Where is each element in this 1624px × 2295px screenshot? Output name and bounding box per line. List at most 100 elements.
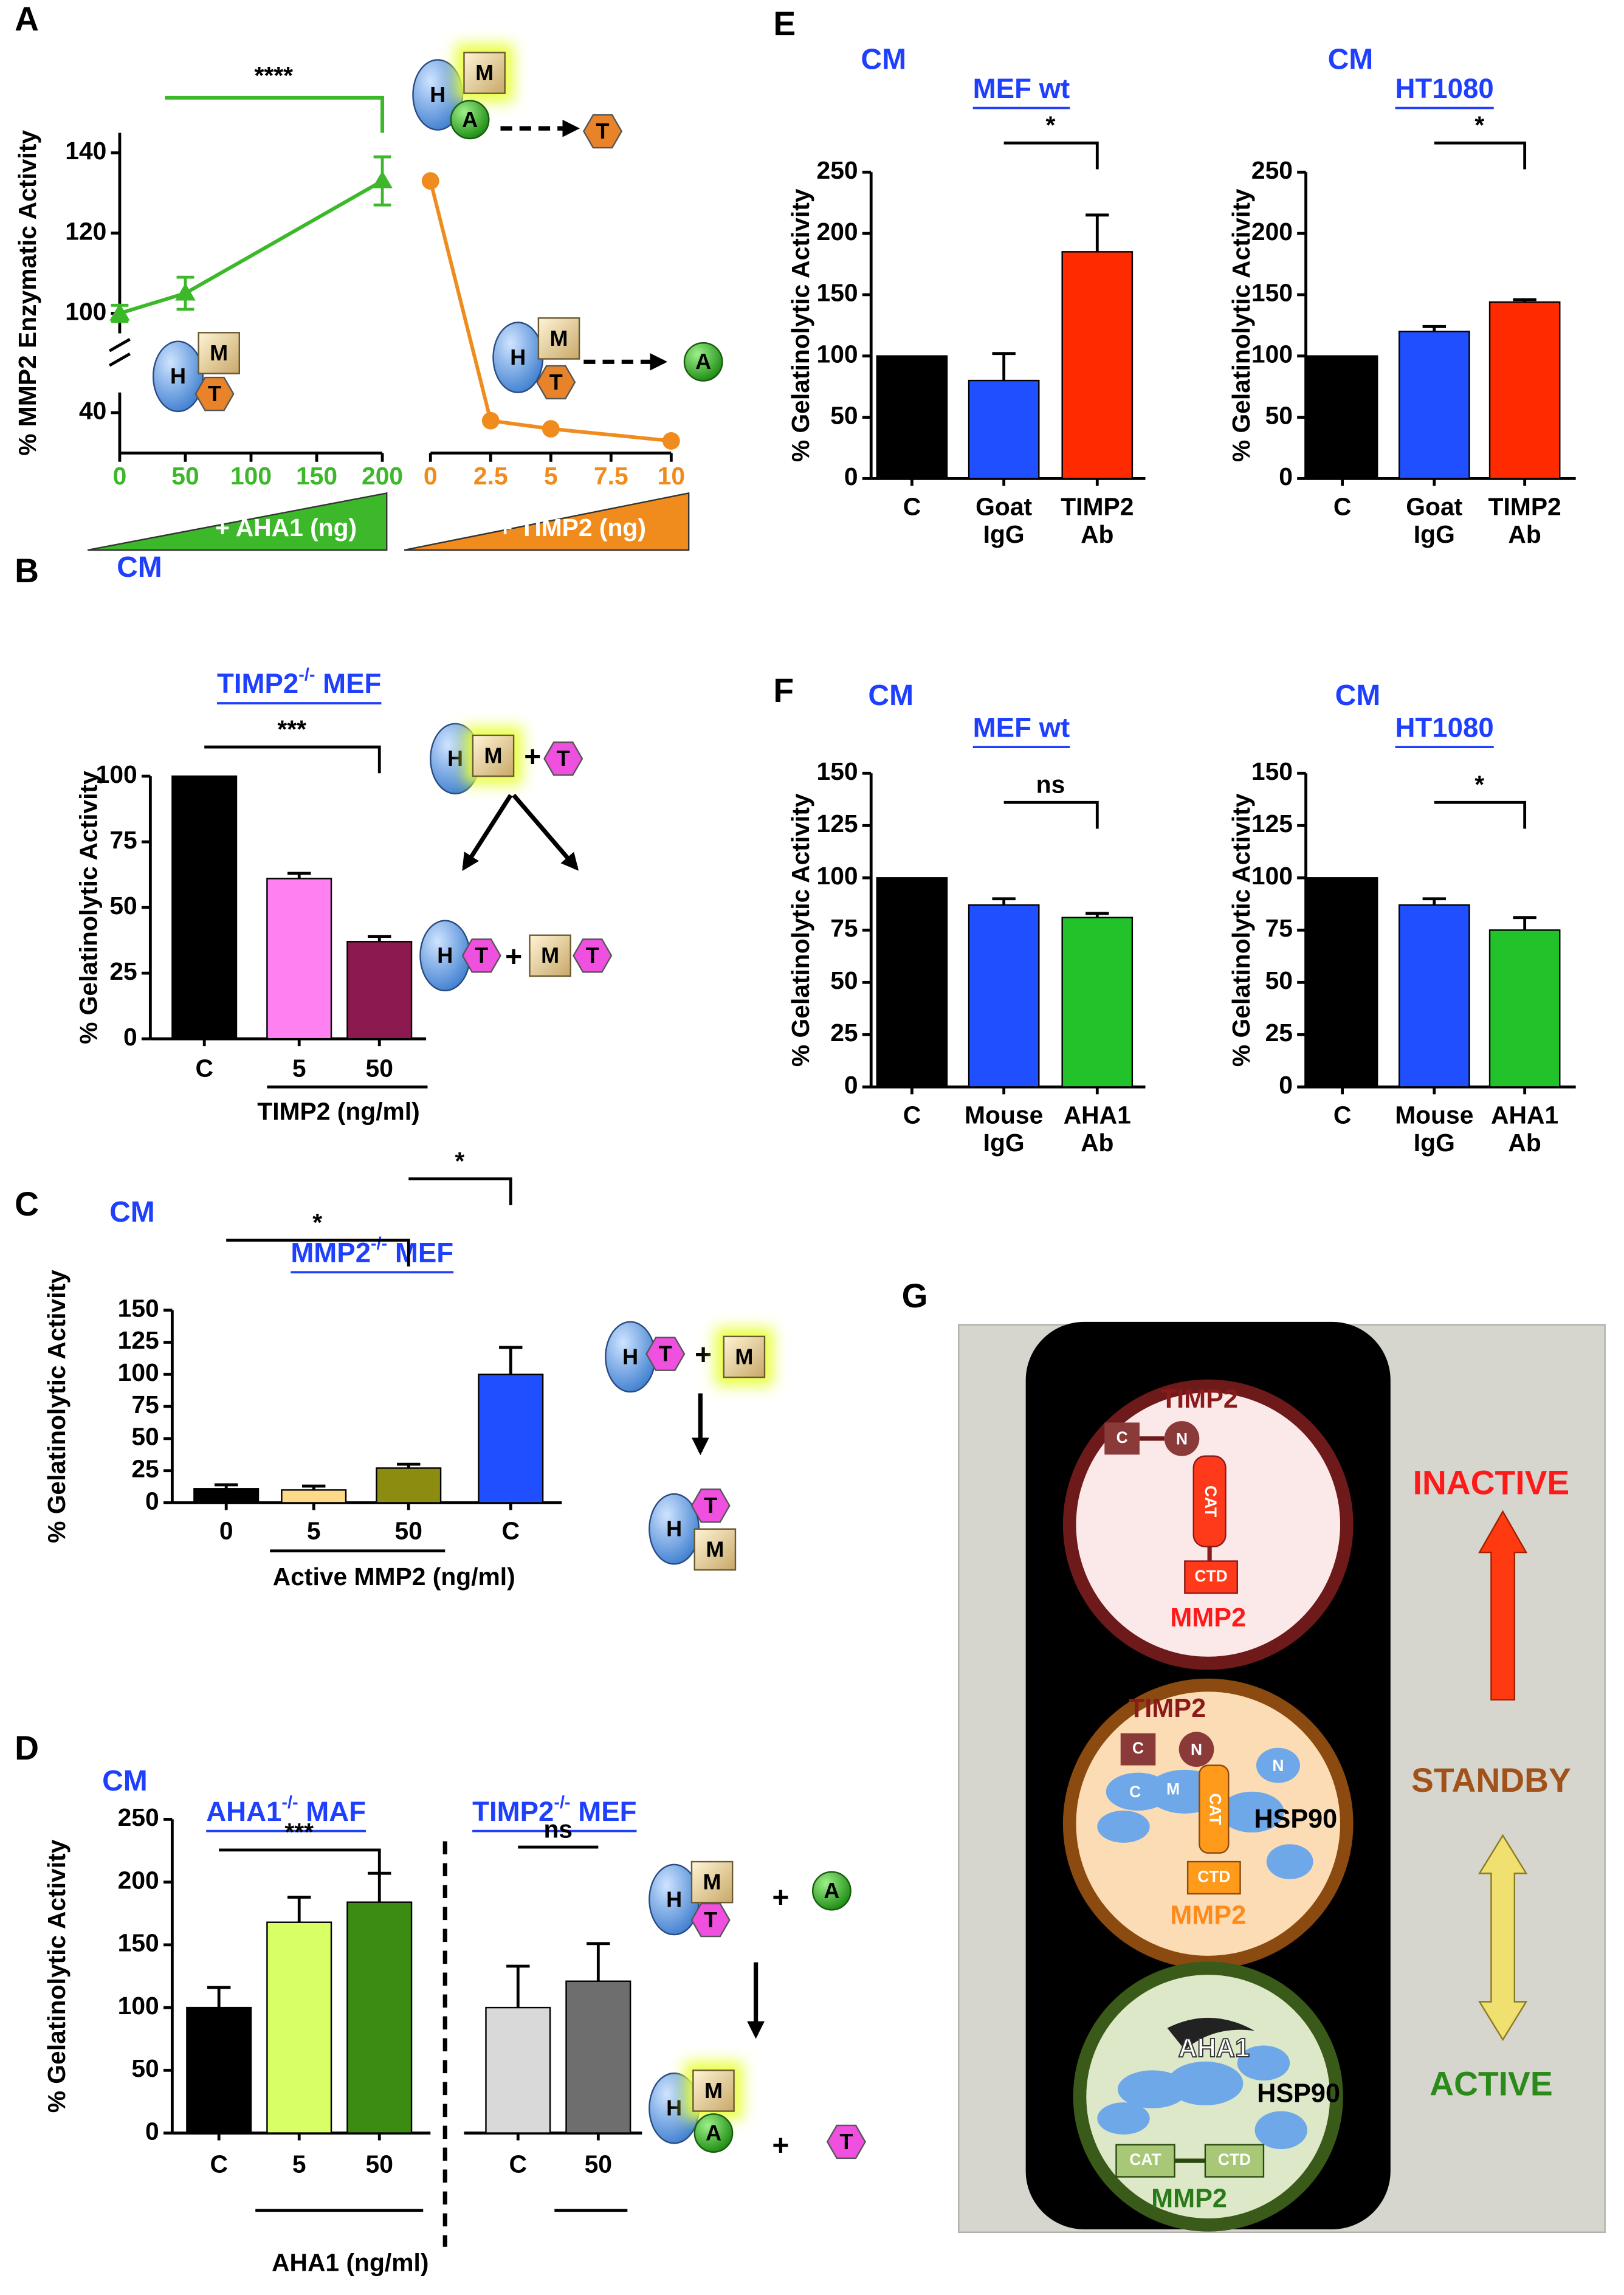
significance-label: **** xyxy=(254,61,293,89)
x-tick-label: 50 xyxy=(171,462,199,490)
chart-title: HT1080 xyxy=(1395,73,1494,104)
c-label: C xyxy=(1132,1739,1144,1757)
group-label: Active MMP2 (ng/ml) xyxy=(273,1563,515,1591)
panel-letter: A xyxy=(15,1,39,38)
x-tick-label: 5 xyxy=(544,462,558,490)
y-tick-label: 250 xyxy=(118,1803,159,1831)
bar xyxy=(1061,917,1134,1088)
y-tick-label: 150 xyxy=(1251,279,1293,307)
panel-letter: G xyxy=(902,1277,928,1315)
significance-label: * xyxy=(1474,111,1484,139)
y-tick-label: 0 xyxy=(844,463,858,490)
chart-title: MMP2-/- MEF xyxy=(291,1234,453,1268)
arrow xyxy=(512,793,579,871)
category-box: Mouse IgG xyxy=(965,1101,1043,1157)
bar xyxy=(876,355,948,480)
error-bar xyxy=(499,1346,523,1375)
y-tick-label: 100 xyxy=(65,297,106,325)
y-axis-label: % Gelatinolytic Activity xyxy=(786,793,814,1067)
title-part: -/- xyxy=(298,665,315,684)
category-box: C xyxy=(502,1518,520,1546)
x-tick-label: C xyxy=(903,493,921,521)
y-tick-label: 40 xyxy=(79,397,106,425)
bar xyxy=(565,1980,631,2134)
n-domain xyxy=(1164,1421,1200,1456)
y-tick-label: 250 xyxy=(817,156,858,184)
ctd-label: CTD xyxy=(1218,2150,1251,2169)
context-label: CM xyxy=(117,551,162,583)
x-tick-label: AHA1 Ab xyxy=(1063,1101,1131,1157)
category-box: Mouse IgG xyxy=(1395,1101,1473,1157)
y-tick-label: 200 xyxy=(817,218,858,246)
plus-sign: + xyxy=(772,1882,789,1914)
aha1-shape xyxy=(450,100,490,140)
y-tick-label: 50 xyxy=(109,892,137,920)
bar xyxy=(281,1489,347,1504)
x-tick-label: 2.5 xyxy=(473,462,508,490)
mmp2-shape xyxy=(529,934,571,977)
category-box: C xyxy=(1333,493,1352,521)
y-tick-label: 100 xyxy=(118,1992,159,2020)
significance-bracket xyxy=(219,1848,381,1877)
x-tick-label: 50 xyxy=(365,1055,393,1083)
significance-label: *** xyxy=(277,715,306,743)
mmp2-shape xyxy=(693,1528,737,1571)
x-tick-label: 150 xyxy=(296,462,337,490)
timp2-label: TIMP2 xyxy=(1129,1694,1206,1723)
marker xyxy=(175,283,196,301)
error-bar xyxy=(302,1484,326,1490)
error-bar xyxy=(397,1462,421,1468)
y-tick-label: 150 xyxy=(1251,757,1293,785)
glyph-label: H xyxy=(666,1516,682,1541)
x-tick-label: 5 xyxy=(306,1517,321,1546)
y-tick-label: 0 xyxy=(844,1071,858,1099)
glyph-label: M xyxy=(550,326,568,351)
title-part: TIMP2 xyxy=(472,1796,554,1827)
category-box: C xyxy=(195,1055,213,1083)
timp2-shape xyxy=(573,938,613,973)
bar xyxy=(478,1374,544,1504)
glyph-label: M xyxy=(706,1536,724,1561)
category-box: C xyxy=(903,1101,921,1129)
error-bar xyxy=(506,1964,530,2008)
significance-bracket xyxy=(165,95,385,133)
mmp2-label: MMP2 xyxy=(1170,1603,1246,1633)
bar xyxy=(968,379,1040,480)
category-box: C xyxy=(210,2150,227,2178)
significance-bracket xyxy=(1434,800,1527,829)
y-tick-label: 25 xyxy=(1265,1019,1293,1047)
hsp90-domain xyxy=(1097,2102,1150,2135)
glyph-label: M xyxy=(704,2078,723,2103)
c-domain xyxy=(1120,1733,1156,1766)
y-tick-label: 25 xyxy=(131,1454,159,1482)
title-part: HT1080 xyxy=(1395,712,1494,743)
y-tick-label: 120 xyxy=(65,217,106,245)
hsp90-domain xyxy=(1219,1791,1284,1833)
category-box: 50 xyxy=(584,2150,613,2178)
ctd-label: CTD xyxy=(1194,1567,1227,1585)
glyph-label: T xyxy=(586,943,599,968)
bar xyxy=(485,2006,551,2134)
timp2-shape xyxy=(543,741,583,776)
x-tick-label: TIMP2 Ab xyxy=(1061,493,1134,549)
glyph-label: T xyxy=(549,370,563,394)
x-tick-label: 50 xyxy=(584,2150,613,2178)
context-label: CM xyxy=(102,1765,148,1797)
glyph-label: H xyxy=(666,2096,682,2121)
x-tick-label: 7.5 xyxy=(594,462,628,490)
title-part: MEF wt xyxy=(973,73,1070,104)
state-label: INACTIVE xyxy=(1413,1464,1570,1501)
y-axis-label: % Gelatinolytic Activity xyxy=(43,1270,71,1543)
category-box: 50 xyxy=(366,2150,393,2178)
chart-title: MEF wt xyxy=(973,712,1070,743)
x-tick-label: C xyxy=(1333,493,1352,521)
mmp2-shape xyxy=(692,2070,735,2112)
error-bar xyxy=(1086,912,1109,918)
title-part: TIMP2 xyxy=(217,668,298,699)
x-tick-label: C xyxy=(195,1055,213,1083)
y-tick-label: 100 xyxy=(817,340,858,368)
title-part: MEF xyxy=(571,1796,637,1827)
title-part: MEF wt xyxy=(973,712,1070,743)
aha1-label: AHA1 xyxy=(1178,2034,1250,2063)
y-tick-label: 50 xyxy=(1265,401,1293,429)
